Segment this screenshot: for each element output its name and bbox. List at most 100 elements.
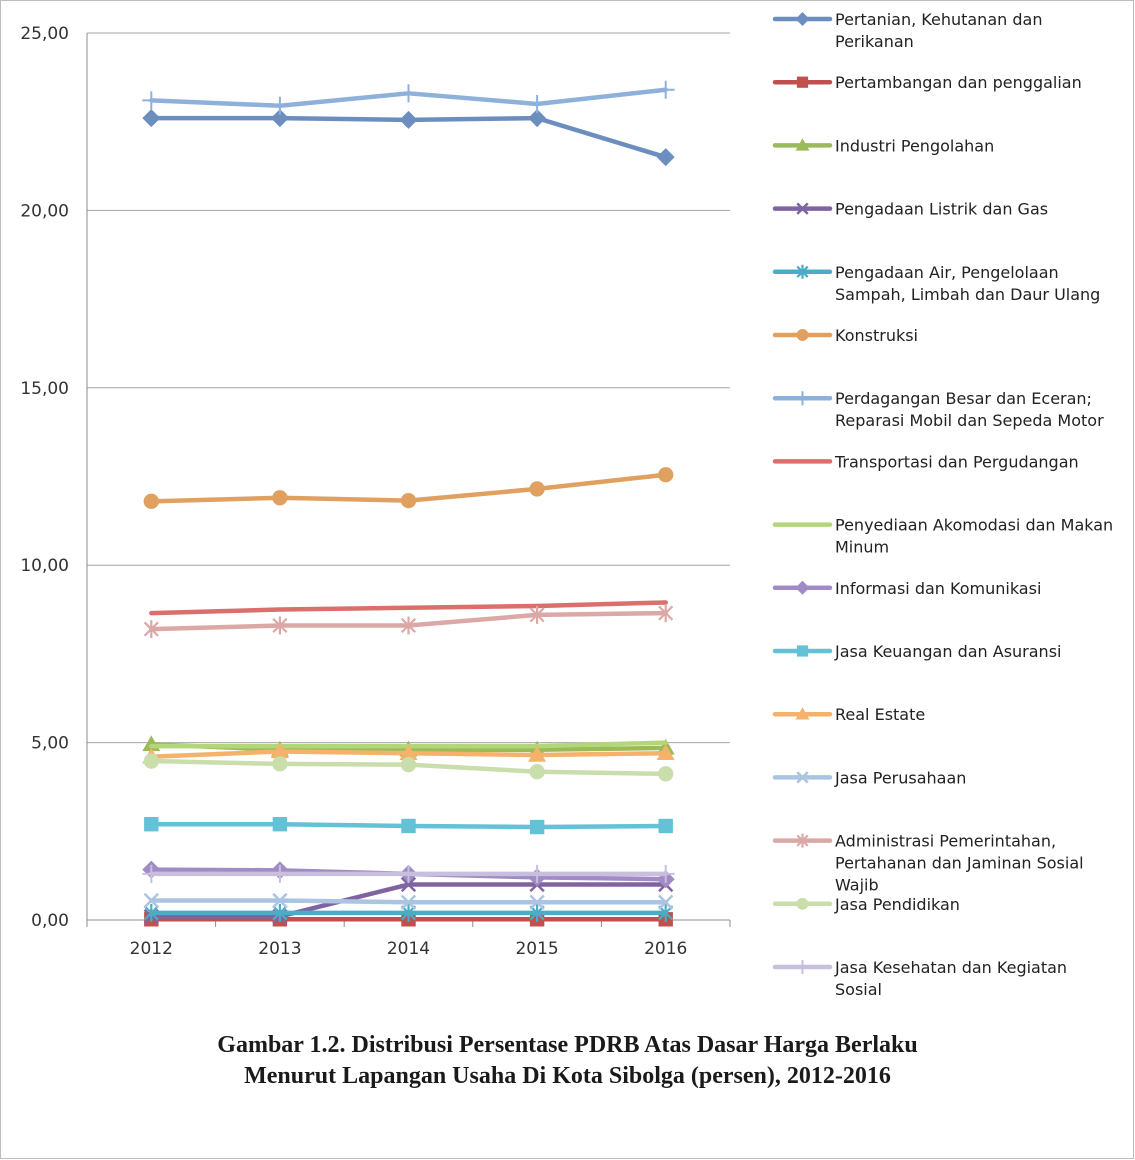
legend-entry: Industri Pengolahan bbox=[772, 136, 994, 155]
x-tick-label: 2013 bbox=[258, 939, 301, 959]
y-tick-label: 5,00 bbox=[31, 734, 69, 754]
data-point bbox=[529, 894, 545, 910]
legend-label-line: Pengadaan Listrik dan Gas bbox=[835, 200, 1048, 219]
data-point bbox=[656, 148, 675, 167]
data-point bbox=[399, 744, 418, 760]
data-point bbox=[528, 94, 547, 113]
x-tick-label: 2015 bbox=[515, 939, 558, 959]
line-chart: 0,00 5,00 10,00 15,00 20,00 25,00 2012 2013 2014… bbox=[20, 10, 1113, 999]
y-tick-label: 20,00 bbox=[20, 201, 69, 221]
data-point bbox=[658, 604, 674, 623]
legend-entry: Jasa Perusahaan bbox=[772, 768, 966, 787]
legend-entry: Transportasi dan Pergudangan bbox=[772, 452, 1079, 471]
data-point bbox=[272, 756, 288, 772]
legend-label-line: Jasa Pendidikan bbox=[834, 895, 960, 914]
data-point bbox=[658, 894, 674, 910]
series-10 bbox=[144, 817, 673, 835]
data-point bbox=[400, 492, 417, 509]
data-point bbox=[144, 817, 159, 832]
data-point bbox=[529, 819, 545, 835]
data-point bbox=[272, 616, 288, 635]
legend-label-line: Penyediaan Akomodasi dan Makan bbox=[835, 516, 1113, 535]
legend-label: Industri Pengolahan bbox=[835, 136, 994, 155]
data-point bbox=[528, 746, 547, 762]
data-point bbox=[529, 764, 545, 780]
series-13 bbox=[143, 604, 674, 639]
data-point bbox=[272, 903, 288, 922]
data-point bbox=[272, 817, 288, 832]
series-15 bbox=[142, 864, 675, 883]
legend-entry: Pertambangan dan penggalian bbox=[772, 73, 1082, 92]
legend-label-line: Jasa Perusahaan bbox=[834, 768, 966, 787]
data-point bbox=[142, 91, 161, 110]
legend-label-line: Konstruksi bbox=[835, 326, 918, 345]
data-point bbox=[795, 391, 810, 406]
data-point bbox=[272, 892, 288, 909]
legend-entry: Pertanian, Kehutanan dan Perikanan bbox=[772, 10, 1042, 51]
axes: 0,00 5,00 10,00 15,00 20,00 25,00 2012 2013 2014… bbox=[20, 24, 731, 959]
legend-entry: Pengadaan Listrik dan Gas bbox=[772, 200, 1048, 219]
data-point bbox=[270, 96, 289, 115]
data-point bbox=[528, 864, 547, 883]
legend: Pertanian, Kehutanan dan Perikanan Pertamb… bbox=[772, 10, 1113, 999]
legend-label-line: Perdagangan Besar dan Eceran; bbox=[835, 389, 1092, 408]
series-6 bbox=[142, 80, 675, 115]
data-point bbox=[400, 876, 417, 893]
series-12 bbox=[143, 892, 674, 910]
legend-entry: Informasi dan Komunikasi bbox=[772, 579, 1041, 598]
y-tick-label: 0,00 bbox=[31, 911, 69, 931]
data-point bbox=[658, 766, 674, 782]
legend-label: Jasa Kesehatan dan Kegiatan Sosial bbox=[834, 958, 1067, 999]
series-0 bbox=[142, 109, 675, 167]
data-point bbox=[272, 490, 288, 506]
y-tick-label: 10,00 bbox=[20, 556, 69, 576]
data-point bbox=[143, 620, 159, 639]
legend-entry: Administrasi Pemerintahan, Pertahanan dan… bbox=[772, 832, 1084, 895]
legend-label-line: Minum bbox=[835, 538, 889, 557]
x-tick-label: 2014 bbox=[387, 939, 430, 959]
legend-label: Jasa Keuangan dan Asuransi bbox=[834, 642, 1061, 661]
x-tick-label: 2016 bbox=[644, 939, 687, 959]
data-point bbox=[401, 818, 416, 834]
series-11 bbox=[142, 742, 675, 764]
data-point bbox=[796, 897, 809, 910]
data-point bbox=[142, 109, 161, 128]
legend-label: Penyediaan Akomodasi dan Makan Minum bbox=[835, 516, 1113, 557]
data-point bbox=[528, 109, 547, 128]
data-point bbox=[143, 753, 159, 769]
legend-label-line: Jasa Kesehatan dan Kegiatan bbox=[834, 958, 1067, 977]
legend-label: Administrasi Pemerintahan, Pertahanan dan… bbox=[835, 832, 1084, 895]
data-point bbox=[400, 616, 417, 635]
legend-label-line: Pertahanan dan Jaminan Sosial bbox=[835, 854, 1084, 873]
data-point bbox=[270, 864, 289, 883]
caption-line-1: Gambar 1.2. Distribusi Persentase PDRB A… bbox=[217, 1032, 918, 1058]
legend-label: Real Estate bbox=[835, 705, 925, 724]
figure-caption: Gambar 1.2. Distribusi Persentase PDRB A… bbox=[0, 1030, 1135, 1092]
data-point bbox=[142, 864, 161, 883]
data-point bbox=[795, 707, 810, 720]
data-point bbox=[656, 744, 675, 760]
data-point bbox=[143, 493, 159, 509]
legend-entry: Jasa Pendidikan bbox=[772, 895, 960, 914]
legend-label-line: Informasi dan Komunikasi bbox=[835, 579, 1041, 598]
data-point bbox=[658, 818, 673, 834]
legend-label: Pengadaan Listrik dan Gas bbox=[835, 200, 1048, 219]
series-7 bbox=[149, 600, 668, 616]
legend-label: Pertambangan dan penggalian bbox=[835, 73, 1082, 92]
data-point bbox=[658, 467, 674, 483]
data-point bbox=[270, 109, 289, 128]
legend-label: Pertanian, Kehutanan dan Perikanan bbox=[835, 10, 1042, 51]
legend-entry: Jasa Keuangan dan Asuransi bbox=[772, 642, 1061, 661]
legend-label: Jasa Perusahaan bbox=[834, 768, 966, 787]
legend-label-line: Transportasi dan Pergudangan bbox=[834, 452, 1079, 471]
legend-label: Jasa Pendidikan bbox=[834, 895, 960, 914]
data-point bbox=[399, 84, 418, 103]
legend-label-line: Jasa Keuangan dan Asuransi bbox=[834, 642, 1061, 661]
data-point bbox=[795, 960, 810, 974]
y-tick-label: 25,00 bbox=[20, 24, 69, 44]
legend-label-line: Real Estate bbox=[835, 705, 925, 724]
series-5 bbox=[143, 467, 674, 509]
legend-label: Konstruksi bbox=[835, 326, 918, 345]
data-point bbox=[656, 80, 675, 99]
